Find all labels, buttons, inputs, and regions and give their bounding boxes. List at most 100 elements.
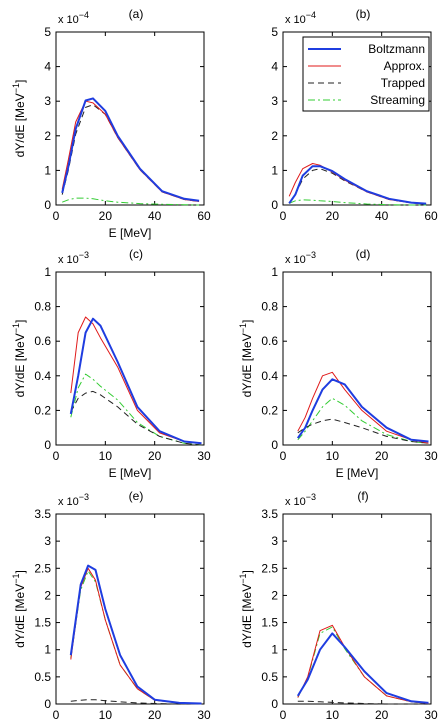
y-tick-label: 3 — [44, 94, 51, 108]
legend: Boltzmann Approx. Trapped Streaming — [302, 36, 430, 112]
y-tick-label: 0.8 — [34, 300, 51, 314]
y-tick-label: 1 — [44, 163, 51, 177]
y-tick-label: 1 — [44, 643, 51, 657]
x-tick-label: 10 — [99, 449, 113, 463]
y-tick-label: 0.5 — [34, 670, 51, 684]
series-line-boltzmann — [61, 97, 200, 202]
plot-frame — [282, 513, 432, 705]
series-line-trapped — [70, 699, 202, 705]
y-tick-label: 0.8 — [261, 300, 278, 314]
series-line-streaming — [62, 197, 200, 206]
x-axis-label: E [MeV] — [336, 466, 379, 480]
panel-label: (d) — [356, 247, 371, 261]
y-tick-label: 0 — [44, 438, 51, 452]
panel-label: (b) — [356, 7, 371, 21]
y-tick-label: 5 — [44, 25, 51, 39]
y-tick-label: 2 — [44, 588, 51, 602]
y-tick-label: 0 — [271, 198, 278, 212]
y-tick-label: 2 — [44, 129, 51, 143]
y-tick-label: 1 — [44, 265, 51, 279]
y-tick-label: 0.6 — [261, 334, 278, 348]
y-tick-label: 1 — [271, 643, 278, 657]
x-tick-label: 60 — [197, 209, 211, 223]
y-tick-label: 1 — [271, 265, 278, 279]
series-line-boltzmann — [288, 165, 427, 205]
y-tick-label: 3 — [44, 534, 51, 548]
y-tick-label: 3 — [271, 94, 278, 108]
axis-exponent-label: x 10−3 — [58, 250, 89, 266]
y-tick-label: 1 — [271, 163, 278, 177]
x-tick-label: 10 — [99, 708, 113, 722]
y-tick-label: 3 — [271, 534, 278, 548]
axis-exponent-label: x 10−4 — [285, 10, 316, 26]
chart-panel-3: 0 10 20 30 0 0.2 0.4 0.6 0.8 1 x 10−3 (c) E [MeV] dY/… — [11, 247, 211, 480]
y-tick-label: 0 — [271, 697, 278, 711]
plot-frame — [282, 271, 432, 446]
x-tick-label: 20 — [99, 209, 113, 223]
x-tick-label: 40 — [148, 209, 162, 223]
y-tick-label: 2.5 — [261, 561, 278, 575]
series-line-boltzmann — [296, 378, 429, 443]
y-tick-label: 0.6 — [34, 334, 51, 348]
y-tick-label: 0 — [271, 438, 278, 452]
x-tick-label: 20 — [148, 708, 162, 722]
y-axis-label: dY/dE [MeV−1] — [238, 570, 254, 648]
chart-panel-4: 0 10 20 30 0 0.2 0.4 0.6 0.8 1 x 10−3 (d) E [MeV] dY/… — [238, 247, 438, 480]
y-tick-label: 0.2 — [261, 403, 278, 417]
y-axis-label: dY/dE [MeV−1] — [238, 320, 254, 398]
series-line-boltzmann — [69, 317, 202, 445]
y-tick-label: 0.5 — [261, 670, 278, 684]
series-line-trapped — [297, 700, 429, 705]
x-tick-label: 20 — [148, 449, 162, 463]
series-line-trapped — [70, 390, 202, 446]
x-tick-label: 20 — [375, 449, 389, 463]
y-axis-label: dY/dE [MeV−1] — [11, 320, 27, 398]
plot-frame — [55, 271, 205, 446]
plot-frame — [55, 31, 205, 206]
panel-label: (a) — [129, 7, 144, 21]
series-line-streaming — [297, 626, 429, 704]
x-tick-label: 0 — [53, 708, 60, 722]
y-tick-label: 4 — [44, 60, 51, 74]
x-tick-label: 0 — [280, 708, 287, 722]
x-axis-label: E [MeV] — [109, 466, 152, 480]
x-tick-label: 0 — [280, 449, 287, 463]
series-line-streaming — [289, 199, 427, 206]
legend-label: Streaming — [370, 93, 425, 107]
x-tick-label: 10 — [326, 708, 340, 722]
y-tick-label: 2.5 — [34, 561, 51, 575]
y-tick-label: 0 — [44, 697, 51, 711]
series-line-trapped — [297, 418, 429, 444]
y-tick-label: 0.4 — [34, 369, 51, 383]
x-tick-label: 0 — [280, 209, 287, 223]
legend-label: Approx. — [384, 59, 425, 73]
axis-exponent-label: x 10−3 — [58, 492, 89, 508]
axis-exponent-label: x 10−4 — [58, 10, 89, 26]
x-tick-label: 30 — [197, 449, 211, 463]
panel-label: (f) — [357, 489, 368, 503]
x-axis-label: E [MeV] — [109, 226, 152, 240]
x-tick-label: 0 — [53, 449, 60, 463]
y-tick-label: 2 — [271, 129, 278, 143]
x-tick-label: 30 — [424, 449, 438, 463]
x-tick-label: 30 — [197, 708, 211, 722]
x-tick-label: 60 — [424, 209, 438, 223]
x-tick-label: 40 — [375, 209, 389, 223]
y-axis-label: dY/dE [MeV−1] — [11, 80, 27, 158]
x-tick-label: 30 — [424, 708, 438, 722]
axis-exponent-label: x 10−3 — [285, 250, 316, 266]
chart-panel-1: 0 20 40 60 0 1 2 3 4 5 x 10−4 (a) E [MeV] dY/dE [MeV−… — [11, 7, 211, 240]
y-tick-label: 2 — [271, 588, 278, 602]
y-tick-label: 5 — [271, 25, 278, 39]
y-tick-label: 1.5 — [34, 616, 51, 630]
y-tick-label: 0.4 — [261, 369, 278, 383]
series-line-boltzmann — [296, 632, 429, 704]
panel-label: (e) — [129, 489, 144, 503]
legend-label: Trapped — [381, 76, 425, 90]
x-tick-label: 10 — [326, 449, 340, 463]
y-tick-label: 3.5 — [261, 507, 278, 521]
x-tick-label: 0 — [53, 209, 60, 223]
